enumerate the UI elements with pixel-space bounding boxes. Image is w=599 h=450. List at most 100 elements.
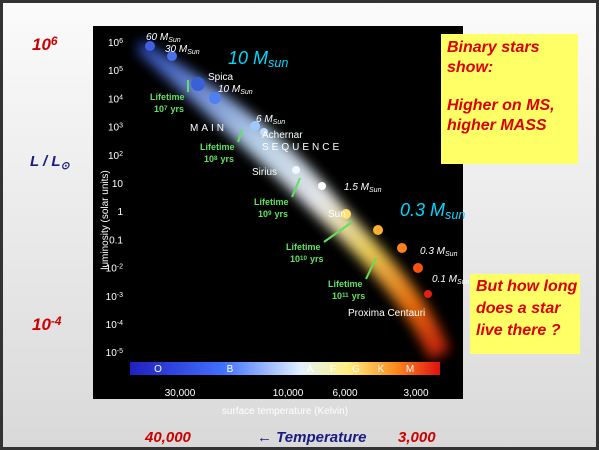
star-name: Sirius: [252, 167, 277, 178]
mass-label-part: 60 M: [146, 32, 169, 43]
sequence-label: SEQUENCE: [262, 142, 342, 153]
y-tick-label-part: -2: [117, 264, 123, 271]
y-tick-label-part: 10: [106, 264, 118, 275]
lifetime-value-part: 10: [258, 209, 268, 219]
mass-label-part: Sun: [240, 89, 253, 96]
spectral-class: M: [406, 364, 414, 375]
star-name: Achernar: [262, 130, 303, 141]
y-tick-label-part: 10: [108, 38, 120, 49]
slide: 106L / L⊙10-410 Msun0.3 MsunBinary stars…: [0, 0, 599, 450]
main-label: MAIN: [190, 123, 227, 134]
y-tick-label-part: 0.1: [109, 235, 123, 246]
spectral-class: A: [307, 364, 314, 375]
y-tick-label: 1: [117, 207, 123, 218]
lifetime-value-part: 10: [300, 255, 308, 262]
binary-text: Binary stars: [447, 39, 540, 56]
temp-right: 3,000: [398, 429, 436, 446]
spectral-class: F: [330, 364, 336, 375]
star-name: Proxima Centauri: [348, 308, 425, 319]
y-tick-label-part: 10: [106, 320, 118, 331]
binary-text: higher MASS: [447, 117, 547, 134]
y-tick-label-part: 10: [108, 66, 120, 77]
mass-label-part: Sun: [168, 37, 181, 44]
y-tick-label-part: 2: [119, 151, 123, 158]
temp-label: ← Temperature: [257, 429, 366, 446]
mass-label-part: 6 M: [256, 114, 273, 125]
lifetime-value-part: 10: [290, 254, 300, 264]
lifetime-value-part: 7: [164, 105, 168, 112]
lifetime-value-part: 11: [342, 292, 349, 299]
question-text: live there ?: [476, 322, 561, 339]
y-tick-label: 0.1: [109, 235, 123, 246]
luminosity-max-part: 10: [32, 35, 51, 54]
mass-label-part: Sun: [457, 279, 470, 286]
y-tick-label-part: -3: [117, 292, 123, 299]
question-text: does a star: [476, 300, 561, 317]
luminosity-min-part: -4: [51, 314, 62, 328]
star-name: Sun: [328, 209, 346, 220]
y-tick-label-part: 4: [119, 95, 123, 102]
mass-label-part: Sun: [273, 119, 286, 126]
y-tick-label-part: -4: [117, 320, 123, 327]
mass-label-part: 30 M: [165, 44, 188, 55]
temp-left: 40,000: [144, 429, 192, 446]
luminosity-max-part: 6: [51, 34, 58, 48]
y-tick-label-part: 10: [106, 348, 118, 359]
y-tick-label-part: 10: [108, 94, 120, 105]
lifetime-value-part: yrs: [221, 154, 235, 164]
lifetime-value-part: 10: [154, 104, 164, 114]
x-axis-label: surface temperature (Kelvin): [222, 406, 348, 417]
binary-text: show:: [447, 59, 493, 76]
mass-label-part: 10 M: [218, 84, 241, 95]
lifetime-value-part: yrs: [275, 209, 289, 219]
mass-label-part: 0.3 M: [420, 246, 446, 257]
lifetime-value-part: 10: [204, 154, 214, 164]
y-tick-label-part: 10: [106, 292, 118, 303]
mass-low-part: sun: [445, 208, 465, 222]
y-tick-label-part: 1: [117, 207, 123, 218]
lifetime-label: Lifetime: [328, 279, 363, 289]
lifetime-value-part: yrs: [352, 291, 366, 301]
y-tick-label-part: 10: [108, 151, 120, 162]
binary-text: Higher on MS,: [447, 97, 555, 114]
x-tick-label: 10,000: [273, 388, 304, 399]
lifetime-value-part: 9: [268, 210, 272, 217]
y-tick-label-part: 10: [108, 123, 120, 134]
spectral-class: K: [378, 364, 385, 375]
lifetime-label: Lifetime: [286, 242, 321, 252]
question-text: But how long: [476, 278, 578, 295]
y-axis-label: luminosity (solar units): [100, 170, 111, 269]
luminosity-label-part: L / L: [30, 153, 61, 170]
mass-label-part: Sun: [369, 187, 382, 194]
lifetime-value-part: 8: [214, 155, 218, 162]
mass-label-part: Sun: [187, 49, 200, 56]
luminosity-label-part: ⊙: [61, 160, 71, 172]
x-tick-label: 3,000: [403, 388, 428, 399]
spectral-class: O: [154, 364, 162, 375]
mass-high-part: sun: [268, 56, 288, 70]
y-tick-label-part: 10: [112, 179, 124, 190]
mass-label-part: 0.1 M: [432, 274, 458, 285]
star-name: Spica: [208, 72, 233, 83]
mass-high-part: 10 M: [228, 48, 268, 68]
lifetime-value-part: 10: [332, 291, 342, 301]
x-tick-label: 6,000: [332, 388, 357, 399]
y-tick-label-part: 3: [119, 123, 123, 130]
lifetime-value-part: yrs: [171, 104, 185, 114]
y-tick-label-part: -5: [117, 348, 123, 355]
luminosity-min-part: 10: [32, 315, 51, 334]
mass-label-part: Sun: [445, 251, 458, 258]
lifetime-value-part: yrs: [310, 254, 324, 264]
mass-low-part: 0.3 M: [400, 200, 445, 220]
spectral-class: B: [227, 364, 234, 375]
lifetime-label: Lifetime: [254, 197, 289, 207]
spectral-bar: [130, 362, 440, 375]
y-tick-label-part: 6: [119, 38, 123, 45]
mass-label-part: 1.5 M: [344, 182, 370, 193]
y-tick-label-part: 5: [119, 66, 123, 73]
lifetime-label: Lifetime: [200, 142, 235, 152]
lifetime-label: Lifetime: [150, 92, 185, 102]
spectral-class: G: [352, 364, 360, 375]
x-tick-label: 30,000: [165, 388, 196, 399]
y-tick-label: 10: [112, 179, 124, 190]
